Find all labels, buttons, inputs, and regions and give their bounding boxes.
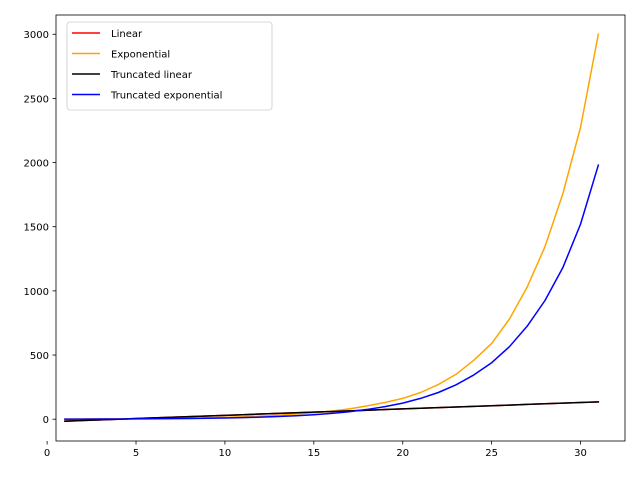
- x-tick-label: 20: [396, 448, 409, 459]
- y-tick-label: 3000: [24, 30, 49, 41]
- plot-frame: [55, 14, 626, 442]
- series-line-truncated-exponential: [64, 164, 600, 420]
- y-tick-label: 0: [43, 415, 49, 426]
- y-tick-label: 1000: [24, 287, 49, 298]
- x-axis: 0 5 10 15 20 25 30: [44, 441, 587, 459]
- x-tick-label: 30: [574, 448, 587, 459]
- x-tick-label: 25: [485, 448, 498, 459]
- series-line-truncated-linear: [64, 401, 600, 422]
- legend-label: Truncated linear: [110, 70, 193, 81]
- x-tick-label: 10: [219, 448, 232, 459]
- series-layer: [64, 33, 600, 422]
- legend-label: Truncated exponential: [110, 91, 222, 102]
- y-tick-label: 500: [30, 351, 49, 362]
- y-tick-label: 2500: [24, 94, 49, 105]
- legend-label: Linear: [111, 29, 143, 40]
- legend: Linear Exponential Truncated linear Truncat…: [66, 21, 273, 111]
- x-tick-label: 15: [307, 448, 320, 459]
- y-tick-label: 1500: [24, 223, 49, 234]
- x-tick-label: 5: [133, 448, 139, 459]
- x-tick-label: 0: [44, 448, 50, 459]
- legend-box: [66, 21, 273, 111]
- legend-label: Exponential: [111, 50, 170, 61]
- y-tick-label: 2000: [24, 159, 49, 170]
- y-axis: 0 500 1000 1500 2000 2500 3000: [24, 30, 56, 426]
